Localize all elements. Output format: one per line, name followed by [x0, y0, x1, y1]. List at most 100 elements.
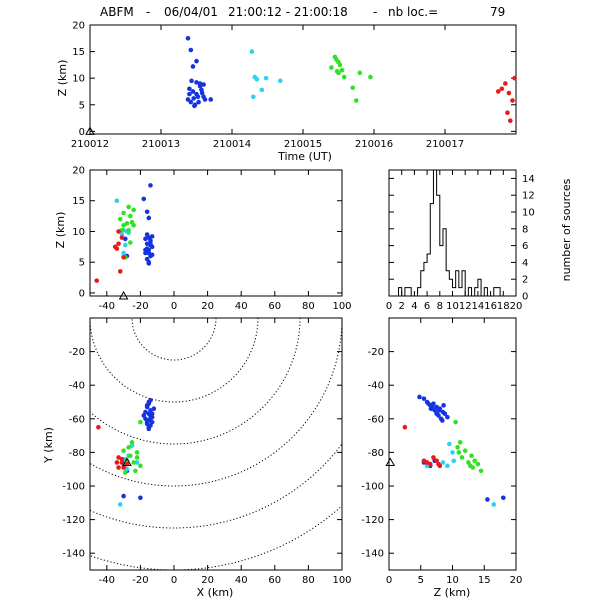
- histogram-ytick-label: 4: [522, 258, 528, 269]
- plan-view-point-series-2: [128, 453, 133, 459]
- time-height-point-series-0: [191, 96, 196, 101]
- histogram-xtick-label: 10: [446, 301, 459, 312]
- y-z-point-series-2: [469, 453, 474, 459]
- time-height-ylabel: Z (km): [56, 60, 69, 97]
- y-z-point-series-0: [432, 408, 438, 413]
- histogram-ytick-label: 14: [522, 174, 535, 185]
- time-height-point-series-0: [197, 81, 203, 86]
- y-z-ytick-label: -80: [368, 448, 384, 459]
- y-z-point-series-3: [424, 460, 430, 465]
- x-z-point-series-0: [149, 252, 155, 258]
- title-separator-2: -: [373, 5, 377, 19]
- plan-view-point-series-1: [117, 502, 123, 507]
- time-height-point-series-2: [336, 70, 341, 76]
- x-z-point-series-3: [114, 246, 120, 251]
- plan-view-xtick-label: 0: [171, 575, 177, 586]
- y-z-point-series-2: [478, 468, 484, 474]
- plan-view-point-series-2: [134, 450, 140, 455]
- time-height-point-series-0: [192, 103, 197, 109]
- plan-view-xtick-label: 100: [332, 575, 351, 586]
- plan-view-ytick-label: -80: [69, 448, 85, 459]
- plan-view-point-series-0: [121, 493, 126, 499]
- title-nb-value: 79: [490, 5, 505, 19]
- y-z-point-series-0: [442, 411, 448, 417]
- y-z-point-series-0: [440, 418, 445, 423]
- y-z-point-series-0: [485, 497, 490, 502]
- histogram-xtick-label: 20: [510, 301, 523, 312]
- y-z-point-series-1: [491, 502, 497, 507]
- plan-view-xtick-label: -40: [99, 575, 115, 586]
- x-z-frame: [89, 169, 343, 297]
- plan-view-point-series-3: [119, 460, 125, 465]
- x-z-ytick-label: 10: [72, 227, 85, 238]
- time-height-point-series-1: [259, 87, 265, 93]
- plan-view-ytick-label: -100: [62, 482, 85, 493]
- title-station: ABFM: [100, 5, 134, 19]
- histogram-xtick-label: 8: [437, 301, 443, 312]
- time-height-station-marker: [85, 126, 95, 135]
- y-z-ytick-label: -120: [361, 515, 384, 526]
- plan-view-point-series-2: [138, 463, 143, 469]
- plan-view-point-series-2: [126, 445, 131, 450]
- y-z-point-series-3: [436, 461, 441, 467]
- time-height-point-series-0: [208, 97, 213, 102]
- histogram-xtick-label: 14: [472, 301, 485, 312]
- y-z-xtick-label: 20: [510, 575, 523, 586]
- time-height-point-series-2: [357, 70, 363, 76]
- y-z-ytick-label: -140: [361, 549, 384, 560]
- plan-view-point-series-2: [131, 460, 136, 465]
- y-z-point-series-0: [426, 401, 431, 406]
- panel-y-z: 0 5 10 15 20 -140 -120 -100 -80 -60 -40 -20 Z (km): [361, 317, 523, 599]
- x-z-point-series-3: [116, 229, 121, 234]
- time-height-point-series-2: [339, 67, 345, 73]
- y-z-point-series-0: [445, 414, 450, 420]
- x-z-xtick-label: 100: [332, 301, 351, 312]
- time-height-point-series-2: [353, 98, 359, 103]
- histogram-ytick-label: 8: [522, 224, 528, 235]
- plan-view-point-series-0: [141, 413, 147, 418]
- y-z-point-series-0: [501, 495, 506, 501]
- time-height-point-series-0: [190, 89, 196, 94]
- main-title: ABFM - 06/04/01 21:00:12 - 21:00:18 - nb…: [100, 5, 505, 19]
- y-z-ytick-label: -100: [361, 482, 384, 493]
- plan-view-point-series-0: [151, 406, 157, 412]
- y-z-ytick-label: -60: [368, 414, 384, 425]
- x-z-xtick-label: -20: [132, 301, 148, 312]
- y-z-xtick-label: 0: [386, 575, 392, 586]
- time-height-point-series-2: [368, 74, 373, 80]
- panel-x-z: -40 -20 0 20 40 60 80 100 0 5 10 15 20 Z (km): [54, 166, 352, 313]
- y-z-point-series-2: [459, 455, 465, 460]
- time-height-point-series-3: [506, 90, 512, 96]
- y-z-point-series-1: [447, 441, 452, 447]
- time-height-point-series-3: [505, 110, 510, 116]
- plan-view-point-series-2: [122, 470, 128, 475]
- y-z-point-series-2: [470, 465, 476, 470]
- x-z-point-series-2: [121, 210, 126, 216]
- histogram-xtick-label: 4: [411, 301, 417, 312]
- plan-view-xtick-label: 20: [201, 575, 214, 586]
- time-height-point-series-3: [508, 118, 513, 124]
- time-height-ytick-label: 5: [79, 100, 85, 111]
- x-z-point-series-2: [131, 207, 136, 213]
- x-z-point-series-0: [149, 234, 155, 239]
- plan-view-point-series-2: [133, 468, 138, 474]
- plan-view-point-series-3: [116, 465, 121, 470]
- time-height-point-series-1: [251, 94, 256, 100]
- histogram-ytick-label: 6: [522, 241, 528, 252]
- histogram-xtick-label: 12: [459, 301, 472, 312]
- y-z-point-series-2: [466, 460, 471, 465]
- time-height-ytick-label: 10: [72, 74, 85, 85]
- x-z-point-series-0: [144, 232, 150, 237]
- y-z-xtick-label: 10: [446, 575, 459, 586]
- plan-view-point-series-0: [146, 399, 152, 405]
- histogram-xtick-label: 6: [424, 301, 430, 312]
- x-z-ytick-label: 15: [72, 196, 85, 207]
- x-z-point-series-0: [141, 196, 147, 202]
- x-z-xtick-label: -40: [99, 301, 115, 312]
- plan-view-ylabel: Y (km): [42, 427, 55, 464]
- time-height-point-series-1: [277, 78, 283, 84]
- y-z-ytick-label: -40: [368, 381, 384, 392]
- y-z-station-marker: [385, 457, 396, 466]
- time-height-point-series-0: [195, 94, 201, 100]
